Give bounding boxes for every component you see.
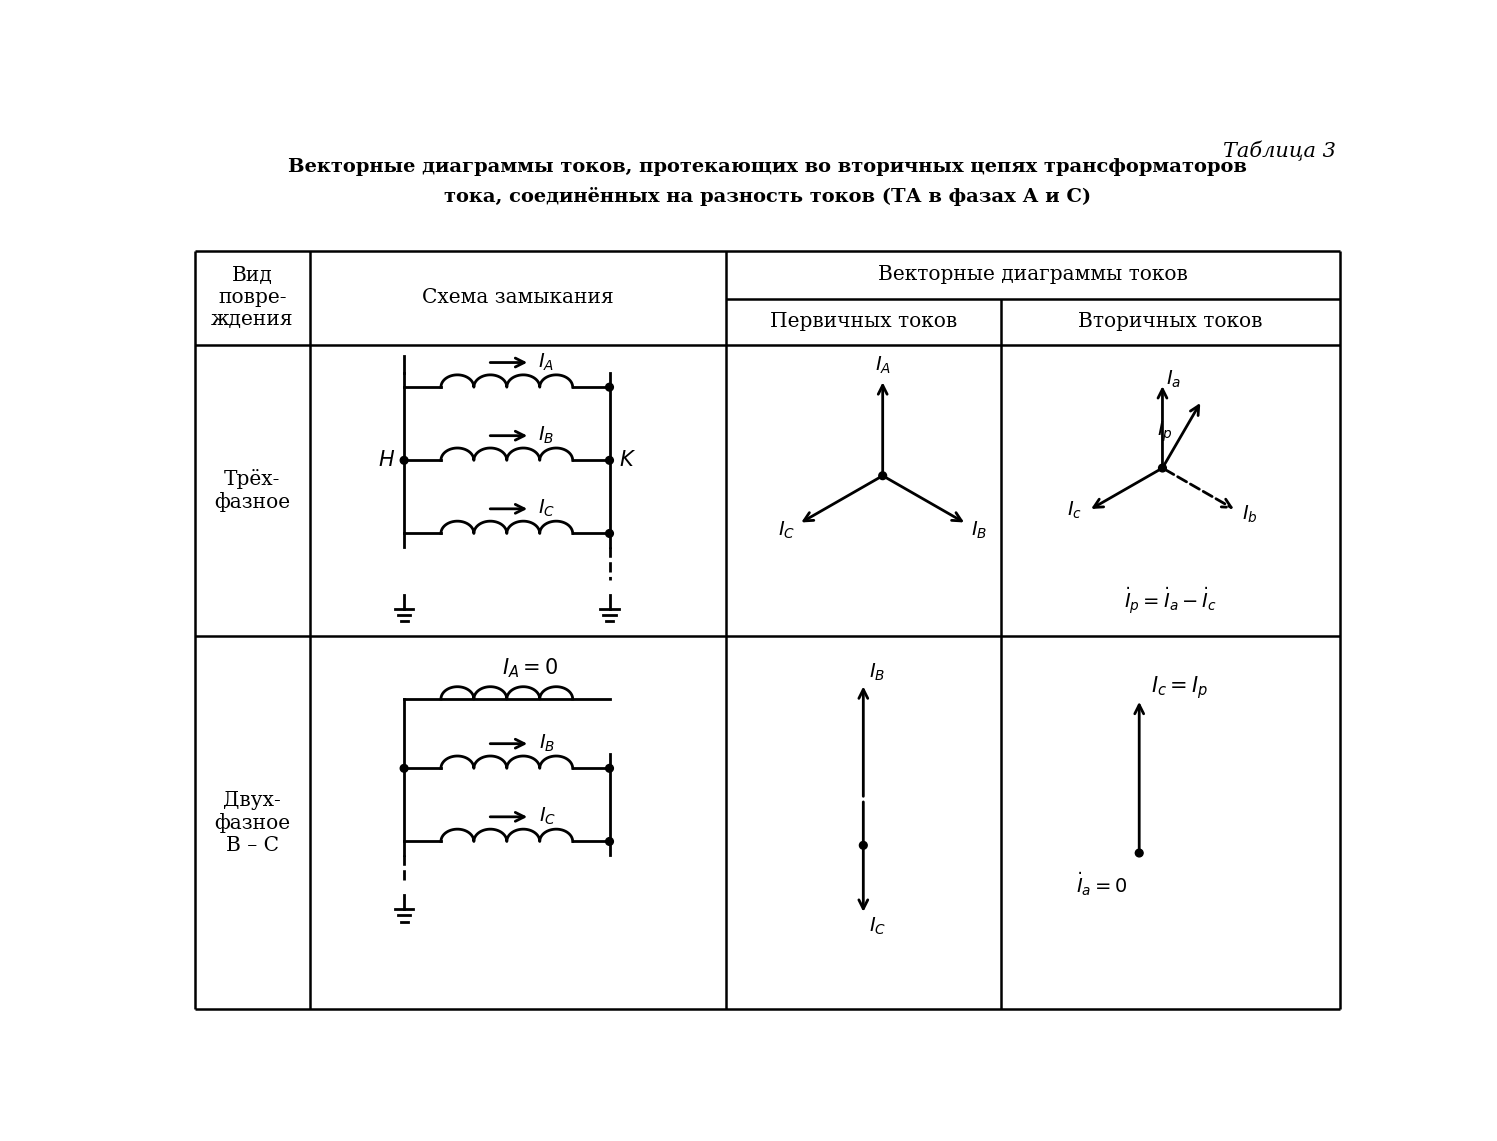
Text: $\dot{I}_p = \dot{I}_a - \dot{I}_c$: $\dot{I}_p = \dot{I}_a - \dot{I}_c$ (1124, 585, 1217, 617)
Text: тока, соединённых на разность токов (ТА в фазах А и С): тока, соединённых на разность токов (ТА … (443, 187, 1091, 207)
Circle shape (606, 383, 614, 391)
Text: $I_B$: $I_B$ (537, 426, 554, 446)
Text: $K$: $K$ (618, 451, 636, 470)
Text: $H$: $H$ (377, 451, 395, 470)
Circle shape (1135, 849, 1144, 857)
Text: Векторные диаграммы токов, протекающих во вторичных цепях трансформаторов: Векторные диаграммы токов, протекающих в… (287, 159, 1247, 177)
Circle shape (606, 529, 614, 537)
Text: $I_a$: $I_a$ (1166, 369, 1181, 390)
Circle shape (879, 472, 886, 479)
Text: $\dot{I}_a = 0$: $\dot{I}_a = 0$ (1076, 869, 1127, 898)
Text: Схема замыкания: Схема замыкания (422, 289, 614, 307)
Text: $I_C$: $I_C$ (539, 807, 557, 827)
Circle shape (606, 456, 614, 464)
Text: $I_B$: $I_B$ (970, 520, 987, 542)
Text: $I_B$: $I_B$ (870, 662, 885, 682)
Text: Трёх-
фазное: Трёх- фазное (214, 469, 290, 512)
Text: $I_C$: $I_C$ (537, 499, 555, 519)
Circle shape (859, 841, 867, 849)
Text: $I_C$: $I_C$ (778, 520, 795, 542)
Circle shape (400, 456, 409, 464)
Text: $I_B$: $I_B$ (539, 733, 555, 754)
Circle shape (1159, 464, 1166, 472)
Text: Вторичных токов: Вторичных токов (1078, 313, 1262, 331)
Text: $I_A{=}0$: $I_A{=}0$ (501, 656, 558, 680)
Text: Таблица 3: Таблица 3 (1223, 140, 1335, 161)
Text: Вид
повре-
ждения: Вид повре- ждения (211, 266, 293, 330)
Text: $I_c$: $I_c$ (1067, 500, 1082, 521)
Text: $I_A$: $I_A$ (874, 355, 891, 377)
Circle shape (606, 837, 614, 845)
Text: $I_c{=}I_p$: $I_c{=}I_p$ (1151, 674, 1208, 701)
Text: Двух-
фазное
В – С: Двух- фазное В – С (214, 791, 290, 855)
Circle shape (400, 764, 409, 772)
Text: $I_p$: $I_p$ (1157, 419, 1172, 444)
Text: $I_b$: $I_b$ (1243, 503, 1257, 525)
Text: $I_A$: $I_A$ (537, 351, 554, 373)
Text: $I_C$: $I_C$ (868, 915, 886, 937)
Text: Векторные диаграммы токов: Векторные диаграммы токов (877, 265, 1187, 284)
Text: Первичных токов: Первичных токов (769, 313, 957, 331)
Circle shape (606, 764, 614, 772)
